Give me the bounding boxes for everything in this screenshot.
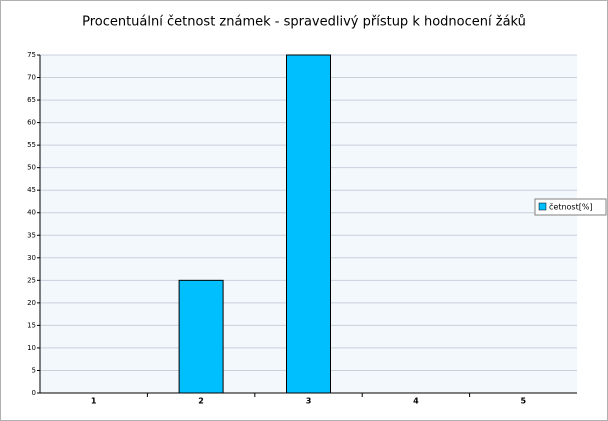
y-tick-label: 45 <box>27 186 36 194</box>
bar <box>178 279 224 394</box>
y-tick-label: 60 <box>27 119 36 127</box>
x-tick-label: 3 <box>306 397 312 406</box>
x-tick-label: 1 <box>91 397 97 406</box>
y-tick-label: 65 <box>27 96 36 104</box>
bar <box>286 54 331 394</box>
y-tick-label: 0 <box>32 389 36 397</box>
x-tick-label: 5 <box>521 397 527 406</box>
y-tick-label: 10 <box>27 344 36 352</box>
legend-box <box>534 198 607 216</box>
x-tick-label: 4 <box>413 397 419 406</box>
y-tick-label: 15 <box>27 321 36 329</box>
y-tick-label: 25 <box>27 276 36 284</box>
y-tick-label: 35 <box>27 231 36 239</box>
chart-title: Procentuální četnost známek - spravedliv… <box>82 15 526 30</box>
legend-label: četnost[%] <box>549 202 593 212</box>
x-tick-label: 2 <box>198 397 204 406</box>
y-tick-label: 30 <box>27 254 36 262</box>
y-tick-label: 40 <box>27 209 36 217</box>
y-tick-label: 70 <box>27 74 36 82</box>
legend-swatch <box>538 202 547 211</box>
y-tick-label: 20 <box>27 299 36 307</box>
y-tick-label: 5 <box>32 366 36 374</box>
y-tick-label: 75 <box>27 51 36 59</box>
y-tick-label: 55 <box>27 141 36 149</box>
y-tick-label: 50 <box>27 164 36 172</box>
